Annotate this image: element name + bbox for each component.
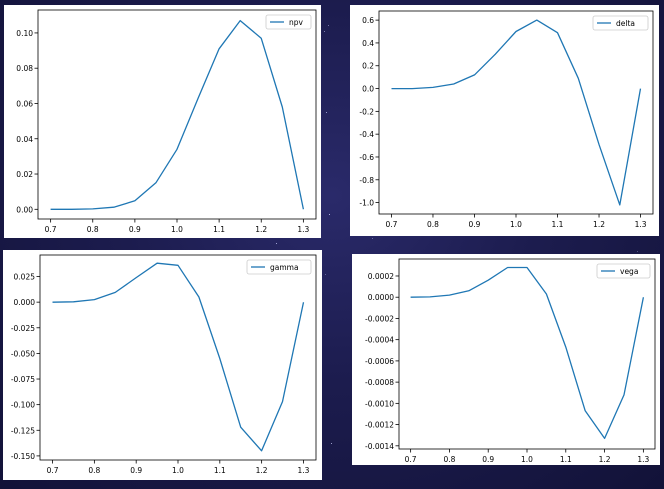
star-dot	[372, 238, 373, 239]
series-line-npv	[50, 19, 305, 210]
legend-label: npv	[289, 18, 304, 27]
x-tick-label: 1.1	[552, 220, 564, 229]
y-tick-label: -0.050	[11, 349, 35, 358]
star-dot	[324, 31, 325, 32]
x-tick-label: 1.0	[172, 466, 184, 475]
legend-box	[265, 14, 312, 30]
star-dot	[325, 274, 326, 275]
legend-label: vega	[620, 267, 638, 276]
x-tick-label: 1.3	[637, 455, 649, 464]
star-dot	[276, 243, 277, 244]
vega-chart: -0.0014 -0.0012 -0.0010 -0.0008 -0.0006 -0.00…	[365, 258, 656, 464]
x-tick-label: 1.0	[171, 225, 183, 234]
legend-box	[592, 15, 649, 31]
y-tick-label: 0.0	[362, 85, 374, 94]
axes-frame	[37, 9, 317, 220]
x-tick-label: 1.3	[297, 225, 309, 234]
y-tick-label: 0.000	[14, 298, 36, 307]
legend-box	[246, 259, 312, 275]
x-tick-label: 1.1	[560, 455, 572, 464]
x-tick-label: 0.9	[469, 220, 481, 229]
x-tick-label: 1.2	[256, 466, 268, 475]
y-tick-label: 0.02	[16, 170, 33, 179]
y-tick-label: -0.125	[11, 426, 35, 435]
series-line-delta	[391, 19, 642, 206]
x-tick-label: 1.3	[297, 466, 309, 475]
y-tick-label: -0.100	[11, 401, 35, 410]
x-tick-label: 0.7	[405, 455, 417, 464]
y-tick-label: -0.0010	[365, 399, 394, 408]
x-tick-label: 0.8	[88, 466, 100, 475]
legend-label: delta	[616, 19, 635, 28]
y-tick-label: -0.025	[11, 324, 35, 333]
x-tick-label: 1.3	[635, 220, 647, 229]
x-tick-label: 0.7	[385, 220, 397, 229]
y-tick-label: 0.6	[362, 16, 374, 25]
x-tick-label: 1.0	[521, 455, 533, 464]
x-tick-label: 0.8	[87, 225, 99, 234]
y-tick-label: 0.00	[16, 205, 33, 214]
y-tick-label: 0.025	[14, 273, 36, 282]
y-tick-label: -0.6	[359, 153, 374, 162]
x-tick-label: 1.2	[599, 455, 611, 464]
y-tick-label: 0.4	[362, 39, 374, 48]
x-tick-label: 1.1	[214, 466, 226, 475]
x-tick-label: 1.0	[510, 220, 522, 229]
vega-chart-panel: -0.0014 -0.0012 -0.0010 -0.0008 -0.0006 -0.00…	[352, 254, 660, 465]
npv-chart: 0.00 0.02 0.04 0.06 0.08 0.10 0.7 0.8 0.9 1.0 1.1 1…	[16, 9, 317, 234]
series-line-gamma	[52, 262, 305, 452]
y-tick-label: -0.075	[11, 375, 35, 384]
x-tick-label: 0.8	[427, 220, 439, 229]
y-tick-label: -0.0014	[365, 442, 394, 451]
y-tick-label: -0.0004	[365, 336, 394, 345]
y-tick-label: -1.0	[359, 199, 374, 208]
x-tick-label: 1.2	[593, 220, 605, 229]
y-tick-label: -0.4	[359, 130, 374, 139]
star-dot	[329, 214, 330, 215]
axes-frame	[398, 258, 656, 450]
y-tick-label: -0.0006	[365, 357, 394, 366]
y-tick-label: 0.2	[362, 62, 374, 71]
y-tick-label: -0.0002	[365, 314, 394, 323]
x-tick-label: 1.1	[213, 225, 225, 234]
y-tick-label: -0.8	[359, 176, 374, 185]
gamma-chart-panel: -0.150 -0.125 -0.100 -0.075 -0.050 -0.025 0.00…	[3, 250, 322, 480]
star-dot	[326, 112, 327, 113]
delta-chart: -1.0 -0.8 -0.6 -0.4 -0.2 0.0 0.2 0.4 0.6 0.7 0.8 0.…	[359, 10, 654, 229]
x-tick-label: 0.9	[129, 225, 141, 234]
x-tick-label: 0.7	[45, 225, 57, 234]
axes-frame	[39, 254, 317, 461]
y-tick-label: -0.0008	[365, 378, 394, 387]
star-dot	[331, 443, 332, 444]
y-tick-label: -0.0012	[365, 421, 394, 430]
legend-box	[596, 263, 651, 279]
series-line-vega	[410, 266, 645, 440]
y-tick-label: 0.06	[16, 99, 33, 108]
star-dot	[328, 25, 329, 26]
x-tick-label: 0.9	[482, 455, 494, 464]
legend-label: gamma	[270, 263, 299, 272]
y-tick-label: 0.10	[16, 29, 33, 38]
y-tick-label: 0.04	[16, 135, 33, 144]
y-tick-label: -0.150	[11, 452, 35, 461]
x-tick-label: 1.2	[255, 225, 267, 234]
x-tick-label: 0.9	[130, 466, 142, 475]
star-dot	[637, 251, 638, 252]
x-tick-label: 0.8	[443, 455, 455, 464]
y-tick-label: 0.0002	[368, 272, 394, 281]
npv-chart-panel: 0.00 0.02 0.04 0.06 0.08 0.10 0.7 0.8 0.9 1.0 1.1 1…	[4, 5, 321, 238]
y-tick-label: -0.2	[359, 107, 374, 116]
y-tick-label: 0.08	[16, 64, 33, 73]
y-tick-label: 0.0000	[368, 293, 394, 302]
gamma-chart: -0.150 -0.125 -0.100 -0.075 -0.050 -0.025 0.00…	[11, 254, 317, 475]
delta-chart-panel: -1.0 -0.8 -0.6 -0.4 -0.2 0.0 0.2 0.4 0.6 0.7 0.8 0.…	[350, 5, 659, 236]
x-tick-label: 0.7	[47, 466, 59, 475]
